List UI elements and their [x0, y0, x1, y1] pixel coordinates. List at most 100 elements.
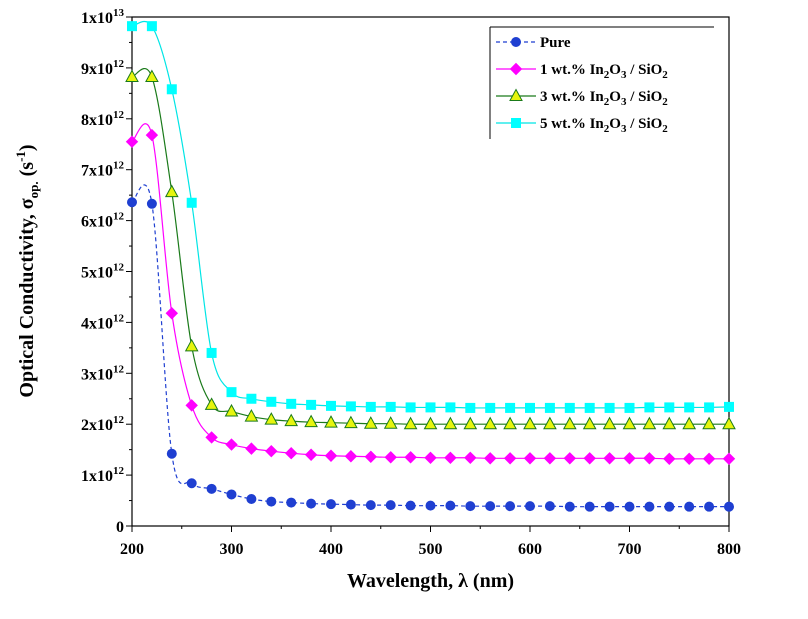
- legend-label: 5 wt.% In2O3 / SiO2: [540, 116, 668, 135]
- data-point: [584, 402, 595, 413]
- data-point: [363, 416, 378, 429]
- legend-label: 3 wt.% In2O3 / SiO2: [540, 89, 668, 108]
- data-point: [145, 128, 159, 142]
- y-tick-label: 6x1012: [81, 211, 125, 231]
- y-tick-label: 1x1012: [81, 465, 125, 485]
- data-point: [326, 499, 336, 510]
- data-point: [564, 402, 575, 413]
- data-point: [284, 447, 298, 460]
- x-tick-label: 800: [717, 541, 741, 558]
- data-point: [724, 501, 734, 512]
- data-point: [326, 400, 336, 411]
- data-point: [304, 414, 318, 428]
- data-point: [562, 416, 577, 430]
- x-tick-label: 500: [419, 541, 443, 558]
- data-point: [164, 184, 179, 198]
- x-tick-label: 200: [120, 541, 144, 558]
- data-point: [304, 448, 318, 461]
- data-point: [644, 402, 655, 413]
- data-point: [662, 416, 677, 430]
- data-point: [425, 402, 436, 413]
- data-point: [664, 402, 675, 413]
- data-point: [525, 402, 535, 413]
- x-tick-label: 700: [618, 541, 642, 558]
- data-point: [185, 399, 198, 412]
- data-point: [682, 416, 697, 430]
- data-point: [225, 438, 238, 451]
- data-point: [503, 416, 517, 430]
- data-point: [465, 501, 476, 512]
- data-point: [405, 402, 416, 413]
- data-point: [424, 451, 437, 465]
- series-1: [125, 123, 736, 466]
- data-point: [365, 401, 376, 412]
- data-point: [543, 452, 557, 465]
- data-point: [684, 402, 695, 413]
- y-tick-label: 0: [116, 519, 124, 536]
- data-point: [383, 416, 398, 429]
- data-point: [485, 501, 496, 512]
- data-point: [364, 450, 378, 463]
- data-point: [246, 393, 257, 404]
- data-point: [324, 415, 338, 428]
- data-point: [146, 198, 157, 209]
- data-point: [582, 416, 597, 430]
- data-point: [602, 416, 617, 430]
- series-0: [127, 184, 734, 512]
- y-tick-label: 4x1012: [81, 312, 125, 332]
- data-point: [226, 387, 237, 398]
- data-point: [483, 452, 497, 465]
- data-point: [445, 500, 456, 511]
- x-axis-title: Wavelength, λ (nm): [347, 570, 514, 592]
- data-point: [205, 431, 218, 444]
- data-point: [722, 416, 736, 430]
- data-point: [523, 452, 537, 465]
- data-point: [444, 451, 457, 465]
- data-point: [264, 412, 279, 425]
- data-point: [642, 416, 657, 430]
- data-point: [664, 501, 675, 512]
- data-point: [165, 307, 179, 320]
- data-point: [423, 416, 438, 430]
- data-point: [404, 451, 417, 464]
- data-point: [604, 501, 615, 512]
- data-point: [206, 483, 217, 494]
- data-point: [704, 501, 715, 512]
- data-point: [624, 402, 635, 413]
- data-point: [702, 416, 716, 430]
- data-point: [684, 501, 695, 512]
- data-point: [186, 197, 197, 208]
- data-point: [405, 500, 416, 511]
- data-point: [505, 501, 516, 512]
- data-point: [525, 501, 535, 512]
- data-point: [204, 397, 219, 410]
- data-point: [643, 452, 656, 465]
- data-point: [127, 197, 137, 208]
- legend-item-2: 3 wt.% In2O3 / SiO2: [496, 88, 668, 108]
- data-point: [623, 452, 636, 465]
- data-point: [266, 396, 277, 407]
- y-tick-label: 2x1012: [81, 414, 125, 434]
- data-point: [384, 451, 397, 464]
- x-axis-ticks: 200 300 400 500 600 700 800: [120, 526, 741, 558]
- data-point: [425, 500, 436, 511]
- series-layer: [125, 20, 736, 512]
- data-point: [485, 402, 496, 413]
- legend-label: Pure: [540, 35, 571, 51]
- data-point: [644, 501, 655, 512]
- data-point: [166, 84, 177, 95]
- legend-swatch-marker: [511, 37, 521, 47]
- y-axis-title: Optical Conductivity, σop. (s-1): [13, 144, 41, 397]
- legend-swatch-marker: [509, 88, 523, 101]
- data-point: [246, 494, 257, 505]
- legend-item-1: 1 wt.% In2O3 / SiO2: [496, 62, 668, 81]
- data-point: [464, 451, 477, 465]
- data-point: [385, 401, 396, 412]
- legend-item-3: 5 wt.% In2O3 / SiO2: [496, 116, 668, 135]
- data-point: [345, 401, 356, 412]
- series-3: [127, 20, 734, 413]
- data-point: [543, 416, 557, 430]
- data-point: [563, 452, 577, 465]
- series-2: [125, 68, 736, 430]
